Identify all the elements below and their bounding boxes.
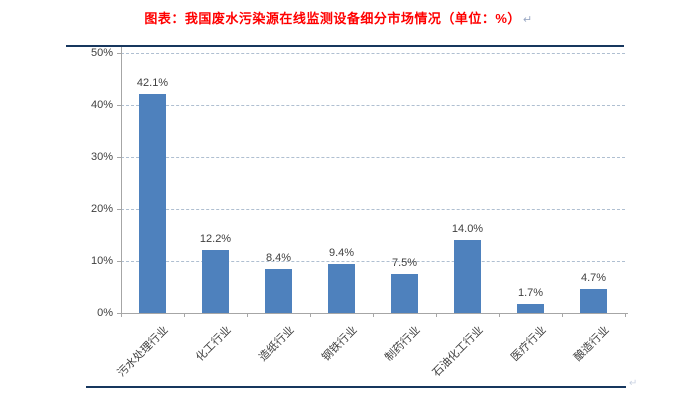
y-tick-label: 20% xyxy=(90,203,113,215)
y-tick-label: 50% xyxy=(90,47,113,59)
table-border-bottom xyxy=(86,386,626,388)
x-axis-tick xyxy=(310,313,311,317)
bar xyxy=(517,304,544,313)
bar-value-label: 1.7% xyxy=(517,287,544,300)
x-axis-tick xyxy=(121,313,122,317)
category-label: 制药行业 xyxy=(382,324,423,364)
bar-value-label: 4.7% xyxy=(580,271,607,284)
bar xyxy=(580,288,607,313)
bar xyxy=(265,269,292,313)
chart-title: 图表：我国废水污染源在线监测设备细分市场情况（单位：%） ↵ xyxy=(0,8,677,27)
bar xyxy=(328,264,355,313)
category-label: 钢铁行业 xyxy=(319,324,360,364)
gridline xyxy=(121,105,625,106)
x-axis-tick xyxy=(499,313,500,317)
category-label: 石油化工行业 xyxy=(429,324,486,380)
bar xyxy=(454,240,481,313)
bar-value-label: 7.5% xyxy=(391,257,418,269)
bar-value-label: 9.4% xyxy=(328,247,355,260)
x-axis-tick xyxy=(373,313,374,317)
category-label: 化工行业 xyxy=(193,324,234,364)
gridline xyxy=(121,209,625,210)
paragraph-mark-icon: ↵ xyxy=(629,378,638,389)
y-tick-label: 10% xyxy=(90,255,113,267)
bar xyxy=(139,94,166,313)
gridline xyxy=(121,53,625,54)
category-label: 酿造行业 xyxy=(571,324,612,364)
paragraph-mark-icon: ↵ xyxy=(522,14,533,26)
y-axis-tick xyxy=(117,105,121,106)
bar xyxy=(391,274,418,313)
bar-value-label: 14.0% xyxy=(451,223,484,236)
y-axis-line xyxy=(121,47,122,314)
y-tick-label: 0% xyxy=(97,307,113,319)
y-tick-label: 40% xyxy=(90,99,113,111)
bar xyxy=(202,249,229,313)
x-axis-tick xyxy=(625,313,626,317)
gridline xyxy=(121,261,625,262)
x-axis-tick xyxy=(562,313,563,317)
table-border-top xyxy=(66,45,624,47)
x-axis-tick xyxy=(184,313,185,317)
bar-value-label: 42.1% xyxy=(136,77,169,90)
gridline xyxy=(121,157,625,158)
x-axis-tick xyxy=(247,313,248,317)
category-label: 污水处理行业 xyxy=(114,324,171,380)
y-axis-tick xyxy=(117,157,121,158)
y-axis-tick xyxy=(117,53,121,54)
y-tick-label: 30% xyxy=(90,151,113,163)
bar-value-label: 8.4% xyxy=(265,252,292,265)
category-label: 医疗行业 xyxy=(508,324,549,364)
y-axis-tick xyxy=(117,209,121,210)
category-label: 造纸行业 xyxy=(256,324,297,364)
bar-value-label: 12.2% xyxy=(199,232,232,245)
y-axis-tick xyxy=(117,261,121,262)
chart-title-text: 图表：我国废水污染源在线监测设备细分市场情况（单位：%） xyxy=(144,11,521,26)
y-axis-tick xyxy=(117,313,121,314)
x-axis-line xyxy=(121,313,628,314)
x-axis-tick xyxy=(436,313,437,317)
